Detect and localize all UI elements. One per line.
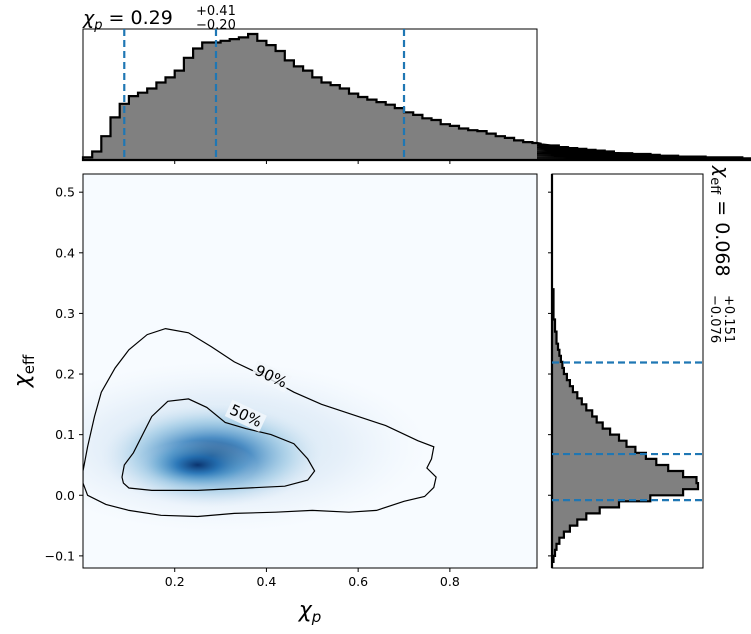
y-label-sub: eff <box>20 354 38 374</box>
right-marginal-panel <box>548 173 704 569</box>
x-label-base: χ <box>298 598 313 623</box>
x-tick-label: 0.8 <box>440 574 460 589</box>
right-title-eq: = 0.068 <box>711 194 733 276</box>
x-label-sub: p <box>311 608 322 626</box>
y-tick-label: 0.0 <box>55 488 75 503</box>
contour-label-bg-1 <box>249 360 293 393</box>
right-title-sub: eff <box>707 177 722 195</box>
contour-label-bg-0 <box>224 399 267 433</box>
y-tick-label: 0.2 <box>55 367 75 382</box>
contour-1 <box>83 327 437 518</box>
density-peak <box>138 440 258 490</box>
top-histogram <box>81 32 751 162</box>
top-title-sup: +0.41 <box>196 4 236 19</box>
x-tick-label: 0.4 <box>256 574 276 589</box>
joint-frame <box>82 173 538 569</box>
joint-x-ticks: 0.2 0.4 0.6 0.8 <box>165 568 460 589</box>
right-marginal-title: χeff = 0.068 <box>707 165 733 277</box>
right-histogram <box>550 174 700 568</box>
y-tick-label: 0.4 <box>55 245 75 260</box>
joint-y-ticks: −0.1 0.0 0.1 0.2 0.3 0.4 0.5 <box>45 185 83 563</box>
top-x-ticks <box>174 160 451 164</box>
y-label-base: χ <box>10 373 35 388</box>
y-tick-label: −0.1 <box>45 548 75 563</box>
right-title-low: −0.076 <box>707 295 722 343</box>
top-title-sub: p <box>93 18 102 33</box>
right-y-ticks <box>548 191 552 557</box>
right-title-base: χ <box>711 165 733 178</box>
top-title-eq: = 0.29 <box>103 7 173 29</box>
y-axis-label: χeff <box>10 354 38 388</box>
right-quantile-lines <box>552 361 703 502</box>
y-tick-label: 0.5 <box>55 185 75 200</box>
y-tick-label: 0.3 <box>55 306 75 321</box>
top-title-base: χ <box>82 7 95 29</box>
joint-panel: 50%90% 0.2 0.4 0.6 0.8 −0.10.00.10.20.30.40… <box>45 173 538 589</box>
x-tick-label: 0.2 <box>165 574 185 589</box>
contour-0 <box>121 398 316 491</box>
top-marginal-panel <box>81 28 751 164</box>
top-marginal-title: χp = 0.29 <box>82 7 173 33</box>
x-axis-label: χp <box>298 598 322 626</box>
x-tick-label: 0.6 <box>348 574 368 589</box>
y-tick-label: 0.1 <box>55 427 75 442</box>
right-title-sup: +0.151 <box>721 295 736 343</box>
